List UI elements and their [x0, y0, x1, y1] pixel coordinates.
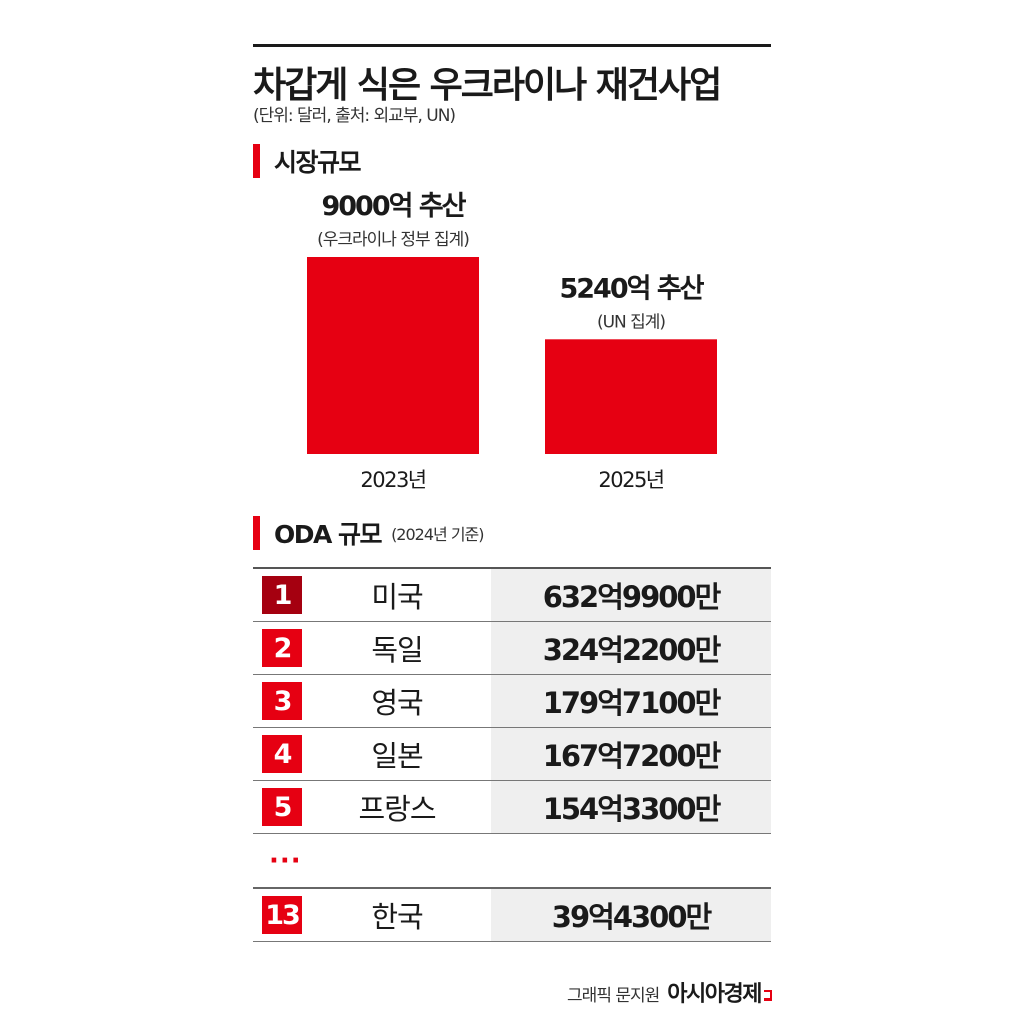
page-subtitle: (단위: 달러, 출처: 외교부, UN): [253, 106, 456, 126]
top-rule: [253, 44, 771, 47]
table-row: 2 독일 324억2200만: [253, 622, 771, 675]
oda-amount: 324억2200만: [491, 622, 771, 674]
credit: 그래픽 문지원 아시아경제: [567, 976, 772, 1008]
table-ellipsis-row: ···: [253, 834, 771, 889]
country-name: 미국: [371, 580, 423, 614]
x-tick-label: 2025년: [598, 468, 663, 492]
oda-amount: 179억7100만: [491, 675, 771, 727]
x-tick-label: 2023년: [360, 468, 425, 492]
country-name: 영국: [371, 686, 423, 720]
market-size-chart: 9000억 추산 (우크라이나 정부 집계) 2023년 5240억 추산 (UN 집계…: [307, 191, 717, 492]
section-oda-header: ODA 규모 (2024년 기준): [253, 515, 485, 551]
rank-badge: 5: [262, 788, 302, 826]
ellipsis: ···: [269, 845, 302, 876]
table-top-rule: [253, 567, 771, 569]
table-row-korea: 13 한국 39억4300만: [253, 889, 771, 942]
table-row: 5 프랑스 154억3300만: [253, 781, 771, 834]
oda-amount: 154억3300만: [491, 781, 771, 833]
oda-amount: 167억7200만: [491, 728, 771, 780]
bar-1: [545, 339, 717, 454]
oda-amount: 632억9900만: [491, 569, 771, 621]
section-marker: [253, 144, 260, 178]
rank-badge: 2: [262, 629, 302, 667]
country-name: 일본: [371, 739, 423, 773]
oda-table: 1 미국 632억9900만 2 독일 324억2200만 3 영국 179억7…: [253, 567, 771, 942]
table-row: 4 일본 167억7200만: [253, 728, 771, 781]
rank-badge: 1: [262, 576, 302, 614]
bar-value-label: 9000억 추산: [321, 191, 466, 222]
graphic-credit: 그래픽 문지원: [567, 986, 660, 1006]
table-row: 3 영국 179억7100만: [253, 675, 771, 728]
section-marker: [253, 516, 260, 550]
section-market-label: 시장규모: [274, 148, 362, 177]
section-oda-label: ODA 규모: [274, 520, 383, 549]
country-name: 한국: [371, 900, 423, 934]
country-name: 프랑스: [358, 792, 436, 826]
bar-source-note: (우크라이나 정부 집계): [317, 230, 469, 250]
page-title: 차갑게 식은 우크라이나 재건사업: [253, 65, 722, 106]
table-row: 1 미국 632억9900만: [253, 569, 771, 622]
logo-mark-icon: [764, 990, 772, 1001]
bar-value-label: 5240억 추산: [559, 273, 704, 304]
section-oda-note: (2024년 기준): [391, 525, 484, 544]
rank-badge: 4: [262, 735, 302, 773]
rank-badge: 3: [262, 682, 302, 720]
country-name: 독일: [371, 633, 423, 667]
publisher-logo: 아시아경제: [667, 982, 762, 1007]
bar-source-note: (UN 집계): [597, 312, 665, 332]
rank-badge: 13: [262, 896, 302, 934]
bar-0: [307, 257, 479, 454]
oda-amount: 39억4300만: [491, 889, 771, 941]
section-market-header: 시장규모: [253, 143, 362, 179]
